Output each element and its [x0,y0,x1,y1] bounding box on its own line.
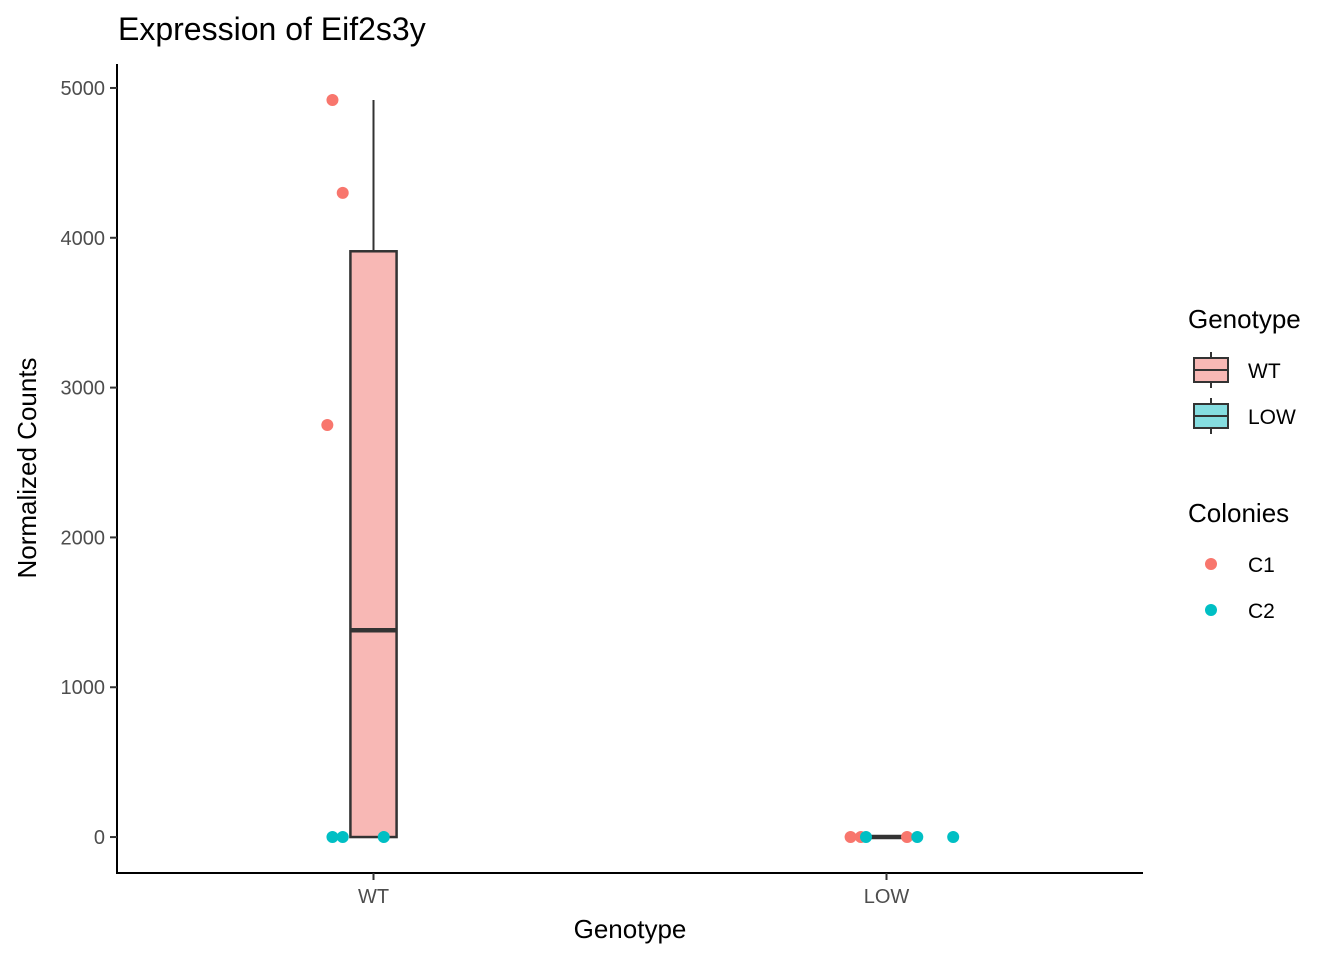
legend-label-c2: C2 [1248,600,1275,623]
legend-item-c2: C2 [1205,600,1275,623]
point-c1 [321,419,334,432]
legend-label-wt: WT [1248,360,1281,383]
point-c1 [326,93,339,106]
y-tick-label: 4000 [61,228,106,250]
point-c1 [844,831,857,844]
y-tick-label: 3000 [61,378,106,400]
y-tick-label: 1000 [61,677,106,699]
legend-item-low: LOW [1193,398,1296,434]
legend-item-wt: WT [1193,352,1281,388]
x-tick-label: LOW [864,886,910,908]
x-axis-title: Genotype [574,914,687,944]
point-c2 [859,831,872,844]
box-body [349,250,398,839]
legend-label-low: LOW [1248,406,1296,429]
legend-label-c1: C1 [1248,554,1275,577]
legend: Genotype WT LOW Colonies C1 C2 [1188,304,1301,623]
legend-key-c1 [1205,558,1217,570]
y-tick-label: 0 [94,827,105,849]
point-c2 [911,831,924,844]
point-c1 [336,186,349,199]
point-c2 [377,831,390,844]
points-layer [321,93,960,844]
legend-colonies-title: Colonies [1188,498,1289,528]
y-axis-ticks: 0 1000 2000 3000 4000 5000 [61,78,117,849]
chart-title: Expression of Eif2s3y [118,11,426,47]
legend-key-c2 [1205,604,1217,616]
y-tick-label: 2000 [61,527,106,549]
legend-genotype-title: Genotype [1188,304,1301,334]
boxplot-layer [349,99,910,840]
box-wt [349,99,398,839]
y-axis-title: Normalized Counts [12,357,42,578]
point-c1 [901,831,914,844]
point-c2 [947,831,960,844]
x-axis-ticks: WT LOW [358,873,909,908]
point-c2 [336,831,349,844]
point-c2 [326,831,339,844]
y-tick-label: 5000 [61,78,106,100]
x-tick-label: WT [358,886,389,908]
legend-item-c1: C1 [1205,554,1275,577]
